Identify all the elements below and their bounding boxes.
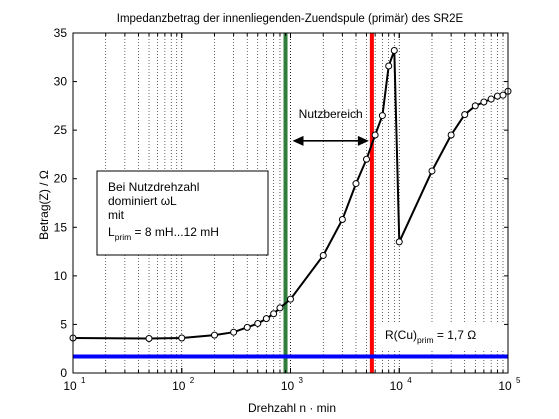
note-box-line-inductance: Lprim = 8 mH...12 mH: [108, 225, 219, 242]
y-tick-label: 5: [60, 317, 67, 331]
data-point: [390, 46, 398, 54]
data-point: [287, 295, 294, 303]
data-point: [378, 112, 386, 120]
resistance-label: R(Cu)prim = 1,7 Ω: [385, 328, 476, 345]
y-tick-label: 0: [60, 366, 67, 380]
x-tick-label-exponent: 5: [516, 376, 521, 385]
x-tick-label: 10: [63, 379, 77, 393]
data-point: [371, 131, 379, 139]
data-point: [276, 304, 284, 312]
data-point: [145, 335, 153, 343]
note-box-line: dominiert ωL: [108, 194, 177, 208]
x-tick-label: 10: [498, 379, 512, 393]
y-tick-label: 15: [54, 220, 68, 234]
reference-lines: [73, 33, 508, 373]
data-point: [363, 155, 371, 163]
y-tick-label: 25: [54, 123, 68, 137]
y-tick-label: 20: [54, 172, 68, 186]
x-axis-ticks: 10 1 10 2 10 3 10 4 10 5: [63, 33, 521, 393]
data-point: [487, 95, 495, 103]
data-point: [270, 310, 278, 318]
data-point: [499, 91, 507, 99]
y-axis-ticks: 0 5 10 15 20 25 30 35: [54, 26, 508, 380]
x-tick-label: 10: [281, 379, 295, 393]
x-axis-label: Drehzahl n · min: [248, 401, 336, 415]
data-point: [493, 92, 501, 100]
range-arrow-head-right: [357, 135, 369, 146]
data-point: [319, 251, 327, 259]
data-point: [471, 102, 479, 110]
y-axis-label: Betrag(Z) / Ω: [37, 170, 51, 240]
range-arrow-head-left: [292, 135, 304, 146]
data-point: [338, 216, 346, 224]
x-tick-label-exponent: 2: [190, 376, 195, 385]
y-tick-label: 30: [54, 75, 68, 89]
note-box: [96, 170, 269, 256]
x-tick-label-exponent: 1: [81, 376, 86, 385]
data-point: [428, 167, 436, 175]
y-tick-label: 10: [54, 269, 68, 283]
range-label: Nutzbereich: [299, 107, 363, 121]
chart-title: Impedanzbetrag der innenliegenden-Zuends…: [117, 13, 464, 25]
data-point: [254, 319, 262, 327]
note-box-line: Bei Nutzdrehzahl: [108, 180, 199, 194]
x-tick-label-exponent: 4: [407, 376, 412, 385]
series-group: [69, 46, 512, 343]
data-point: [262, 315, 270, 323]
data-point: [447, 131, 455, 139]
data-point: [178, 334, 186, 342]
x-tick-label: 10: [172, 379, 186, 393]
data-point: [395, 238, 403, 246]
x-tick-label: 10: [390, 379, 404, 393]
data-point: [480, 98, 488, 106]
data-point: [230, 328, 238, 336]
resistance-label-bg: [377, 322, 505, 350]
data-point: [461, 111, 469, 119]
note-box-line: mit: [108, 208, 125, 222]
data-point: [243, 323, 251, 331]
x-tick-label-exponent: 3: [299, 376, 304, 385]
data-point: [385, 62, 393, 70]
y-tick-label: 35: [54, 26, 68, 40]
data-point: [210, 331, 218, 339]
data-point: [352, 180, 360, 188]
